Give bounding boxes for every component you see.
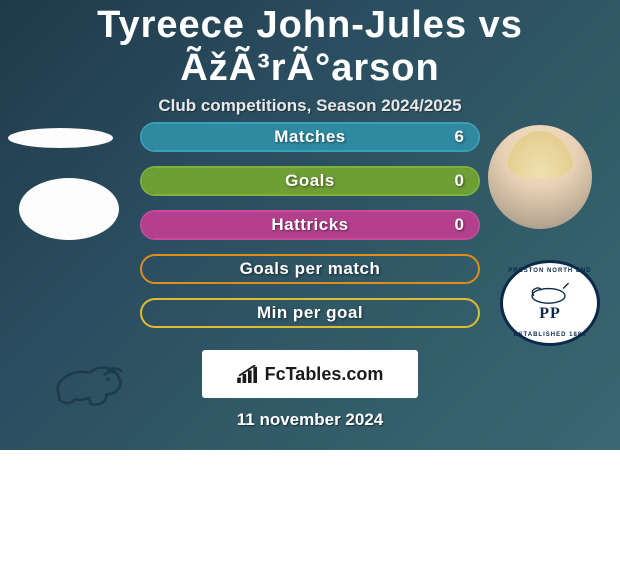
player2-avatar — [488, 125, 592, 229]
stat-row: Hattricks0 — [140, 210, 480, 240]
page-subtitle: Club competitions, Season 2024/2025 — [0, 96, 620, 116]
page-title: Tyreece John-Jules vs ÃžÃ³rÃ°arson — [0, 0, 620, 90]
branding-box[interactable]: FcTables.com — [202, 350, 418, 398]
as-of-date: 11 november 2024 — [0, 410, 620, 430]
derby-ram-icon — [46, 361, 130, 411]
badge-text-top: PRESTON NORTH END — [503, 268, 597, 274]
stat-row: Matches6 — [140, 122, 480, 152]
player2-club-badge: PRESTON NORTH END PP ESTABLISHED 1880 — [500, 260, 600, 346]
stat-label: Goals per match — [142, 256, 478, 282]
badge-text-bottom: ESTABLISHED 1880 — [503, 332, 597, 338]
stat-value: 0 — [455, 212, 464, 238]
stat-label: Matches — [142, 124, 478, 150]
comparison-card: Tyreece John-Jules vs ÃžÃ³rÃ°arson Club … — [0, 0, 620, 450]
stats-bars: Matches6Goals0Hattricks0Goals per matchM… — [140, 122, 480, 342]
stat-value: 6 — [455, 124, 464, 150]
stat-label: Goals — [142, 168, 478, 194]
badge-monogram: PP — [503, 305, 597, 323]
stat-row: Min per goal — [140, 298, 480, 328]
preston-lamb-icon — [521, 283, 576, 305]
stat-value: 0 — [455, 168, 464, 194]
branding-text: FcTables.com — [265, 364, 384, 385]
stat-label: Hattricks — [142, 212, 478, 238]
player1-avatar-placeholder — [8, 128, 113, 148]
player1-club-badge — [19, 178, 119, 240]
fctables-logo-icon — [237, 365, 259, 383]
stat-label: Min per goal — [142, 300, 478, 326]
stat-row: Goals per match — [140, 254, 480, 284]
stat-row: Goals0 — [140, 166, 480, 196]
